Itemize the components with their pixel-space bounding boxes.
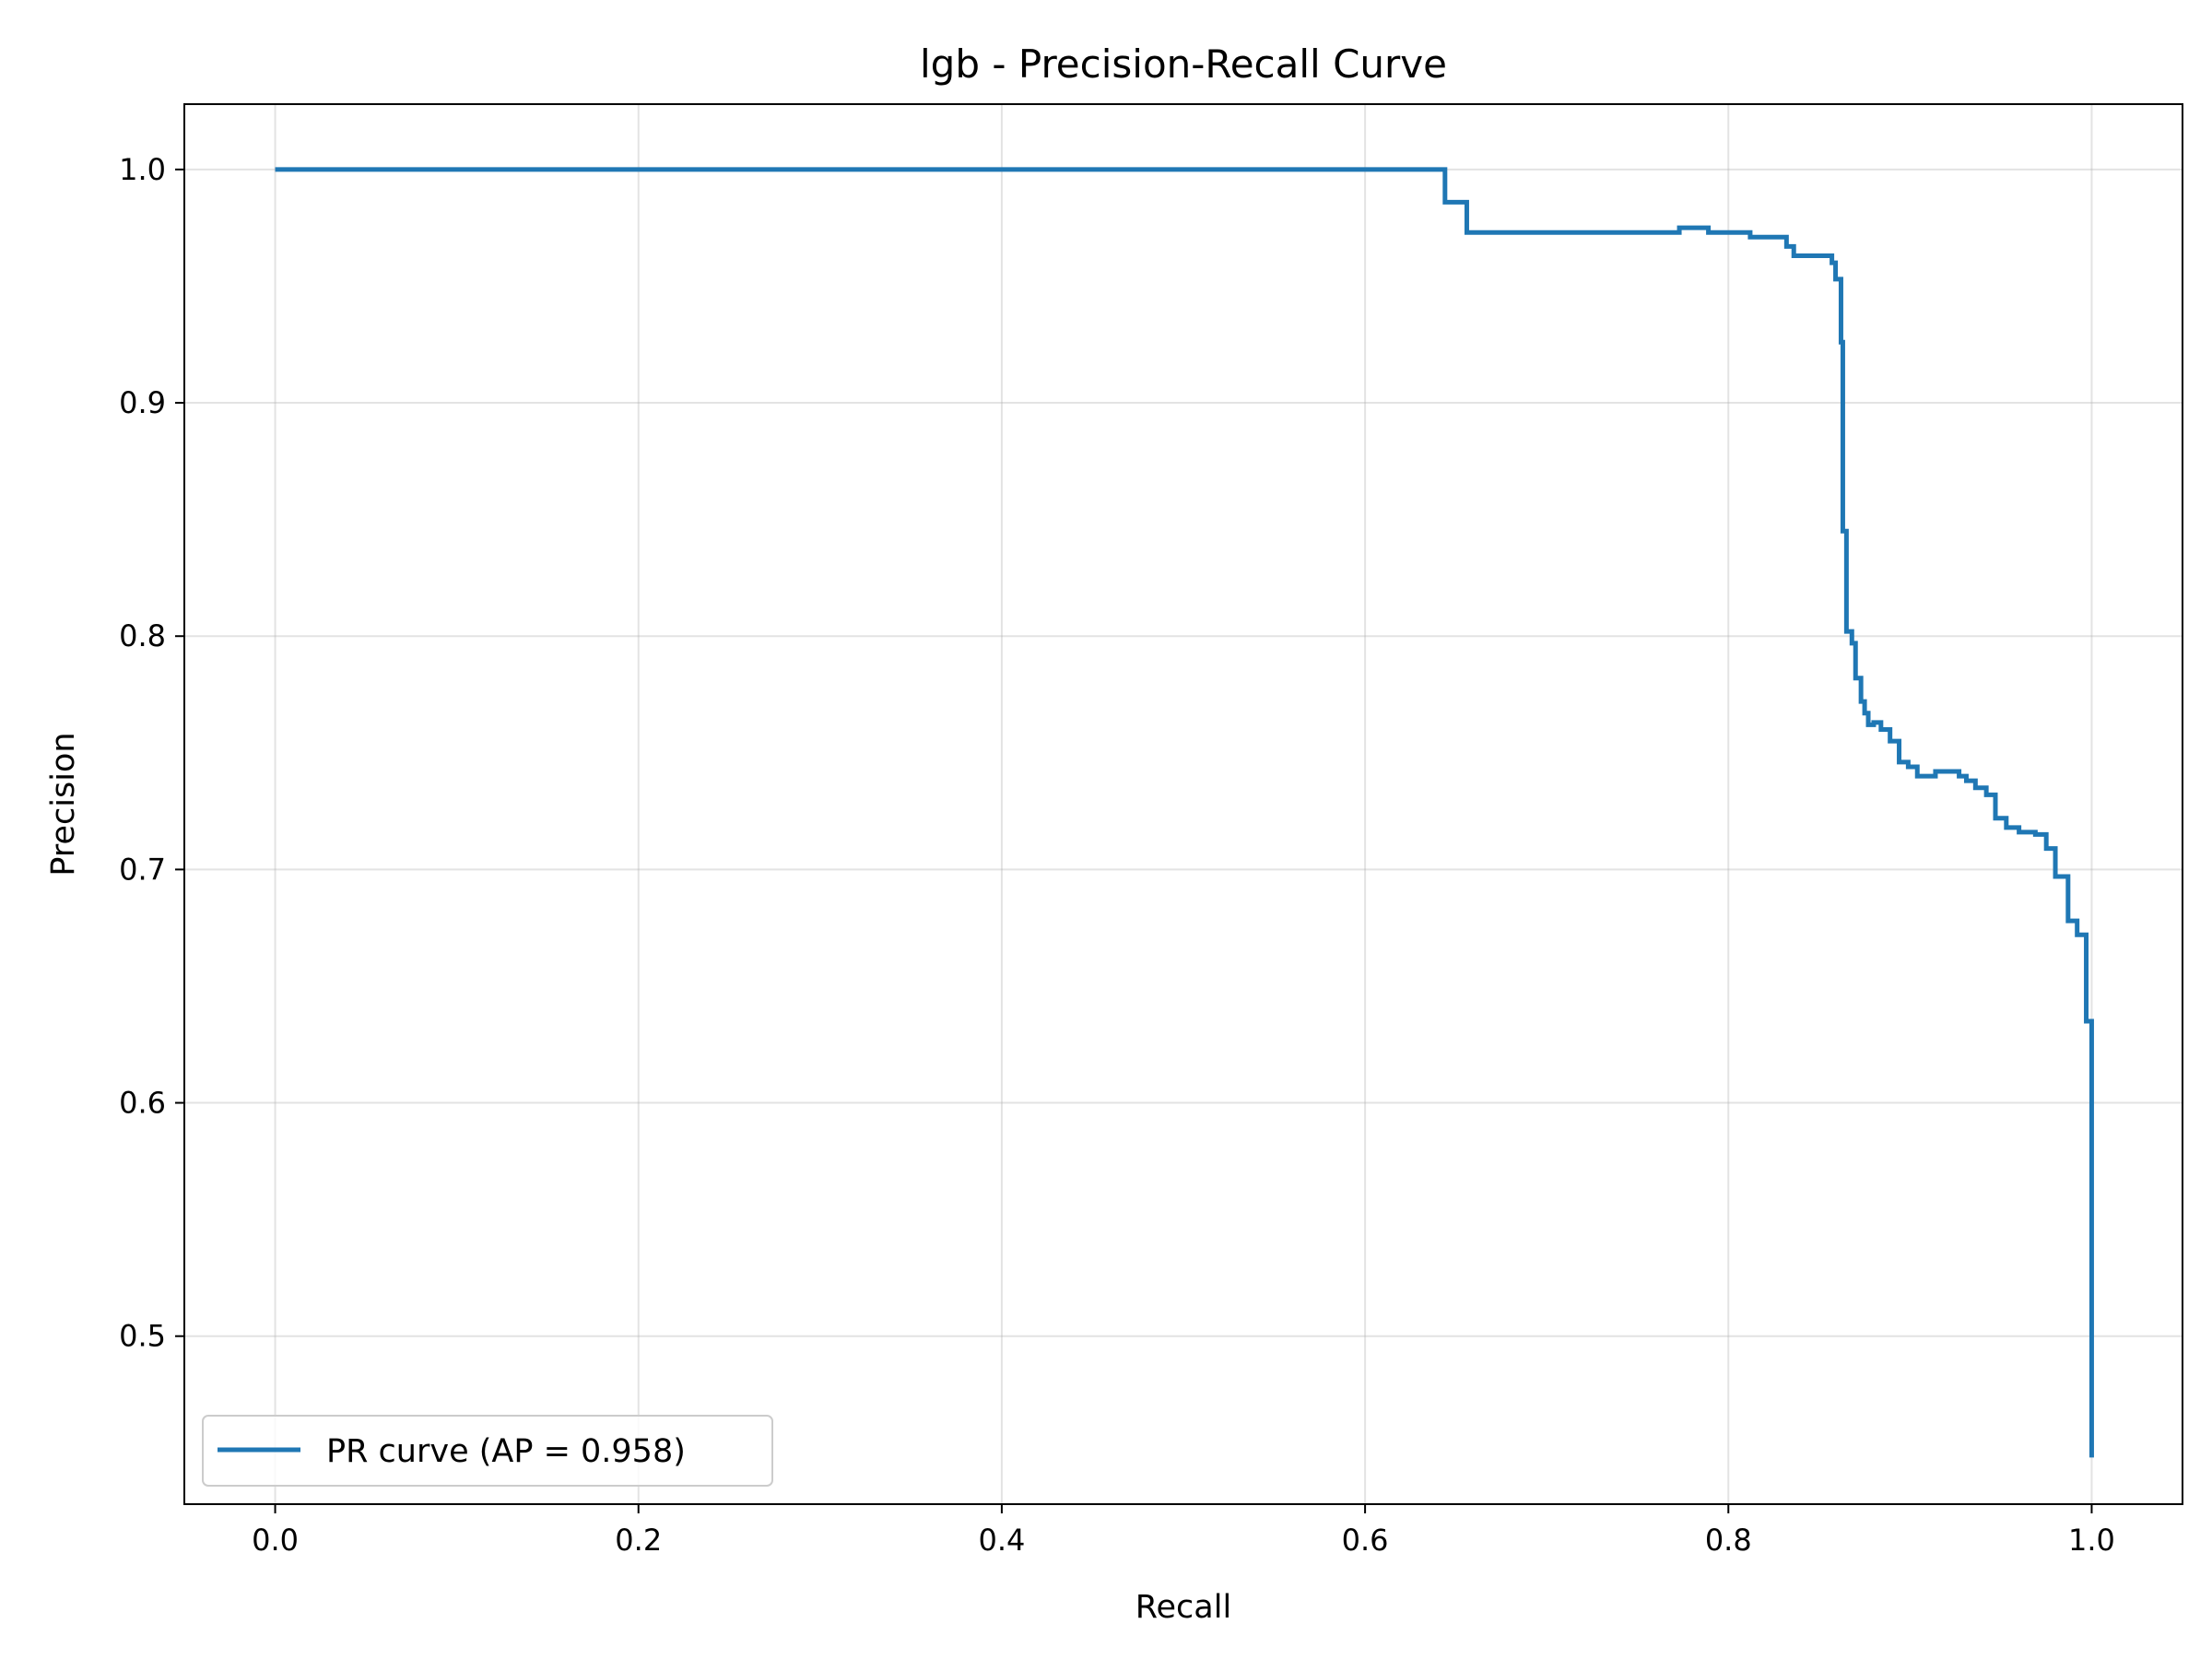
legend-box <box>202 1415 773 1487</box>
x-tick-label: 0.8 <box>1705 1523 1752 1558</box>
x-tick-label: 0.2 <box>615 1523 662 1558</box>
y-tick-label: 1.0 <box>119 152 166 187</box>
y-tick-label: 0.8 <box>119 618 166 653</box>
x-tick-label: 0.0 <box>252 1523 299 1558</box>
chart-title: lgb - Precision-Recall Curve <box>920 41 1447 87</box>
x-axis-label: Recall <box>1135 1589 1231 1626</box>
y-tick-label: 0.7 <box>119 852 166 887</box>
legend-entry-label: PR curve (AP = 0.958) <box>326 1433 686 1470</box>
x-tick-label: 0.6 <box>1342 1523 1389 1558</box>
x-tick-label: 0.4 <box>978 1523 1025 1558</box>
series-layer <box>275 167 2094 1458</box>
y-tick-label: 0.6 <box>119 1086 166 1121</box>
plot-frame <box>183 103 2183 1505</box>
x-tick-label: 1.0 <box>2068 1523 2115 1558</box>
y-tick-label: 0.5 <box>119 1319 166 1354</box>
y-tick-label: 0.9 <box>119 385 166 420</box>
y-axis-label: Precision <box>45 732 82 876</box>
ticks: 0.0 0.2 0.4 0.6 0.8 1.0 0.5 0.6 0.7 0.8 0.9 1.0 <box>119 152 2115 1558</box>
legend: PR curve (AP = 0.958) <box>202 1415 773 1487</box>
pr-curve-line <box>275 167 2094 1458</box>
